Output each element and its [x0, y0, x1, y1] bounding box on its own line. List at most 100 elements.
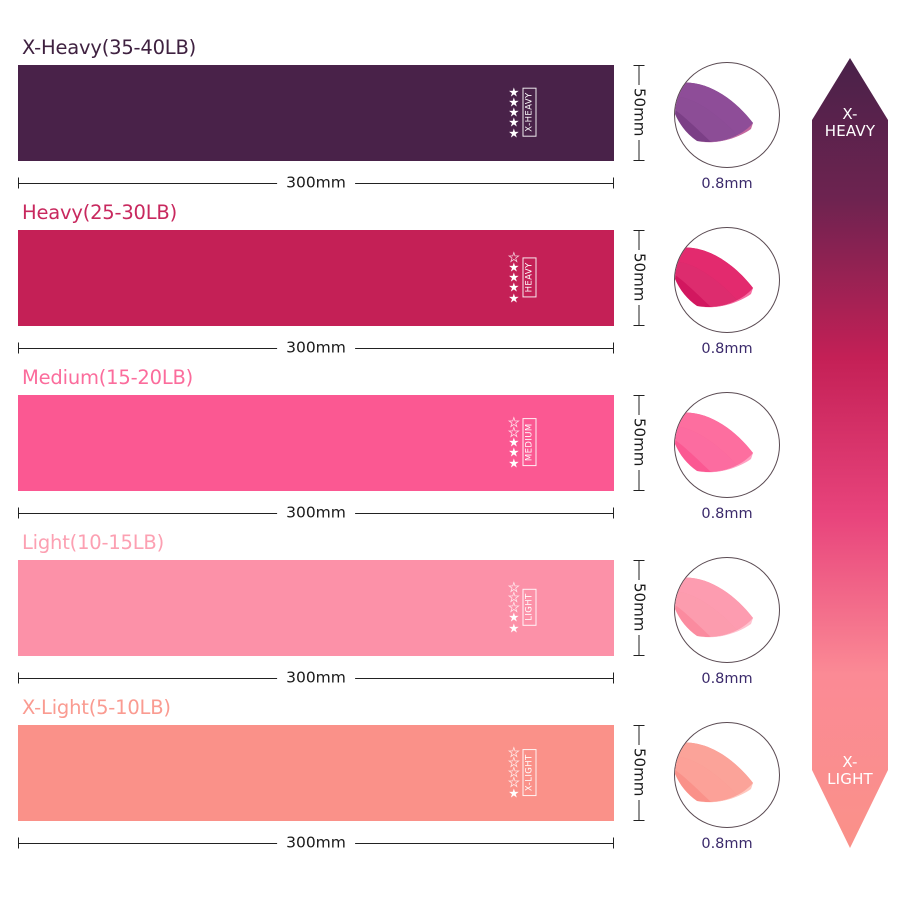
- width-dimension-label: 300mm: [277, 174, 355, 191]
- star-icon: ★: [508, 454, 520, 470]
- band-title: Medium(15-20LB): [22, 366, 194, 389]
- dimension-cap: [18, 507, 19, 518]
- width-dimension: 300mm: [18, 170, 614, 196]
- scale-arrow-top-line1: X-: [842, 105, 858, 123]
- height-dimension: 50mm: [622, 394, 656, 491]
- star-outline-icon: ★: [508, 743, 520, 759]
- band-badge-label: X-LIGHT: [522, 749, 536, 796]
- band-strip: [18, 724, 614, 821]
- thickness-label: 0.8mm: [701, 671, 753, 687]
- height-dimension: 50mm: [622, 559, 656, 656]
- dimension-cap: [613, 837, 614, 848]
- thickness-label: 0.8mm: [701, 341, 753, 357]
- band-strip-wrap: ★ ★ ★ ★ ★ MEDIUM 50mm: [18, 394, 649, 491]
- dimension-cap: [633, 229, 645, 231]
- star-outline-icon: ★: [508, 578, 520, 594]
- star-outline-icon: ★: [508, 774, 520, 790]
- star-icon: ★: [508, 269, 520, 285]
- band-rating-mark: ★ ★ ★ ★ ★ X-HEAVY: [508, 83, 536, 140]
- height-dimension: 50mm: [622, 64, 656, 161]
- scale-arrow-bottom-line2: LIGHT: [827, 770, 873, 789]
- band-row-heavy: Heavy(25-30LB) ★ ★ ★ ★ ★ HEAVY 50mm: [18, 203, 658, 361]
- thickness-callout-x-heavy: 0.8mm: [664, 62, 790, 192]
- band-badge-label: LIGHT: [522, 588, 536, 627]
- height-dimension-label: 50mm: [631, 250, 649, 305]
- dimension-cap: [613, 507, 614, 518]
- star-icon: ★: [508, 279, 520, 295]
- dimension-cap: [18, 342, 19, 353]
- band-strip: [18, 64, 614, 161]
- folded-band-illustration: [675, 742, 753, 803]
- thickness-callout-light: 0.8mm: [664, 557, 790, 687]
- band-strip-wrap: ★ ★ ★ ★ ★ X-HEAVY 50mm: [18, 64, 649, 161]
- height-dimension: 50mm: [622, 229, 656, 326]
- star-outline-icon: ★: [508, 599, 520, 615]
- thickness-circle: [674, 557, 780, 663]
- thickness-circle: [674, 722, 780, 828]
- width-dimension: 300mm: [18, 665, 614, 691]
- height-dimension-label: 50mm: [631, 415, 649, 470]
- star-icon: ★: [508, 609, 520, 625]
- dimension-cap: [633, 64, 645, 66]
- thickness-label: 0.8mm: [701, 506, 753, 522]
- band-title: Heavy(25-30LB): [22, 201, 178, 224]
- band-strip-wrap: ★ ★ ★ ★ ★ LIGHT 50mm: [18, 559, 649, 656]
- star-icon: ★: [508, 434, 520, 450]
- scale-arrow-bottom-line1: X-: [842, 753, 858, 772]
- folded-band-illustration: [675, 82, 753, 143]
- dimension-cap: [613, 672, 614, 683]
- star-icon: ★: [508, 104, 520, 120]
- width-dimension: 300mm: [18, 335, 614, 361]
- band-strip: [18, 559, 614, 656]
- band-rating-mark: ★ ★ ★ ★ ★ MEDIUM: [508, 413, 536, 470]
- star-outline-icon: ★: [508, 424, 520, 440]
- folded-band-illustration: [675, 577, 753, 638]
- scale-arrow-shape: [812, 58, 888, 848]
- folded-band-illustration: [675, 412, 753, 473]
- dimension-cap: [633, 654, 645, 656]
- width-dimension-label: 300mm: [277, 339, 355, 356]
- band-strip-wrap: ★ ★ ★ ★ ★ X-LIGHT 50mm: [18, 724, 649, 821]
- star-icon: ★: [508, 289, 520, 305]
- dimension-cap: [633, 159, 645, 161]
- star-outline-icon: ★: [508, 764, 520, 780]
- band-row-x-heavy: X-Heavy(35-40LB) ★ ★ ★ ★ ★ X-HEAVY 50mm: [18, 38, 658, 196]
- star-rating: ★ ★ ★ ★ ★: [508, 83, 520, 140]
- band-title: X-Light(5-10LB): [22, 696, 171, 719]
- thickness-circle: [674, 227, 780, 333]
- star-icon: ★: [508, 83, 520, 99]
- band-rating-mark: ★ ★ ★ ★ ★ HEAVY: [508, 248, 536, 305]
- width-dimension-label: 300mm: [277, 834, 355, 851]
- resistance-scale-arrow: X- HEAVY X- LIGHT: [812, 58, 888, 848]
- star-icon: ★: [508, 444, 520, 460]
- dimension-cap: [18, 672, 19, 683]
- star-outline-icon: ★: [508, 413, 520, 429]
- dimension-cap: [633, 489, 645, 491]
- star-outline-icon: ★: [508, 754, 520, 770]
- band-strip-wrap: ★ ★ ★ ★ ★ HEAVY 50mm: [18, 229, 649, 326]
- dimension-cap: [613, 177, 614, 188]
- star-outline-icon: ★: [508, 589, 520, 605]
- thickness-circle: [674, 392, 780, 498]
- band-title: Light(10-15LB): [22, 531, 164, 554]
- height-dimension-label: 50mm: [631, 580, 649, 635]
- thickness-label: 0.8mm: [701, 836, 753, 852]
- star-icon: ★: [508, 619, 520, 635]
- dimension-cap: [633, 819, 645, 821]
- height-dimension-label: 50mm: [631, 85, 649, 140]
- scale-arrow-top-line2: HEAVY: [824, 121, 876, 140]
- star-icon: ★: [508, 94, 520, 110]
- width-dimension-label: 300mm: [277, 669, 355, 686]
- band-badge-label: HEAVY: [522, 257, 536, 298]
- band-strip: [18, 229, 614, 326]
- height-dimension-label: 50mm: [631, 745, 649, 800]
- star-icon: ★: [508, 259, 520, 275]
- dimension-cap: [633, 324, 645, 326]
- star-outline-icon: ★: [508, 248, 520, 264]
- width-dimension: 300mm: [18, 830, 614, 856]
- band-strip: [18, 394, 614, 491]
- star-icon: ★: [508, 124, 520, 140]
- dimension-cap: [18, 837, 19, 848]
- thickness-circle: [674, 62, 780, 168]
